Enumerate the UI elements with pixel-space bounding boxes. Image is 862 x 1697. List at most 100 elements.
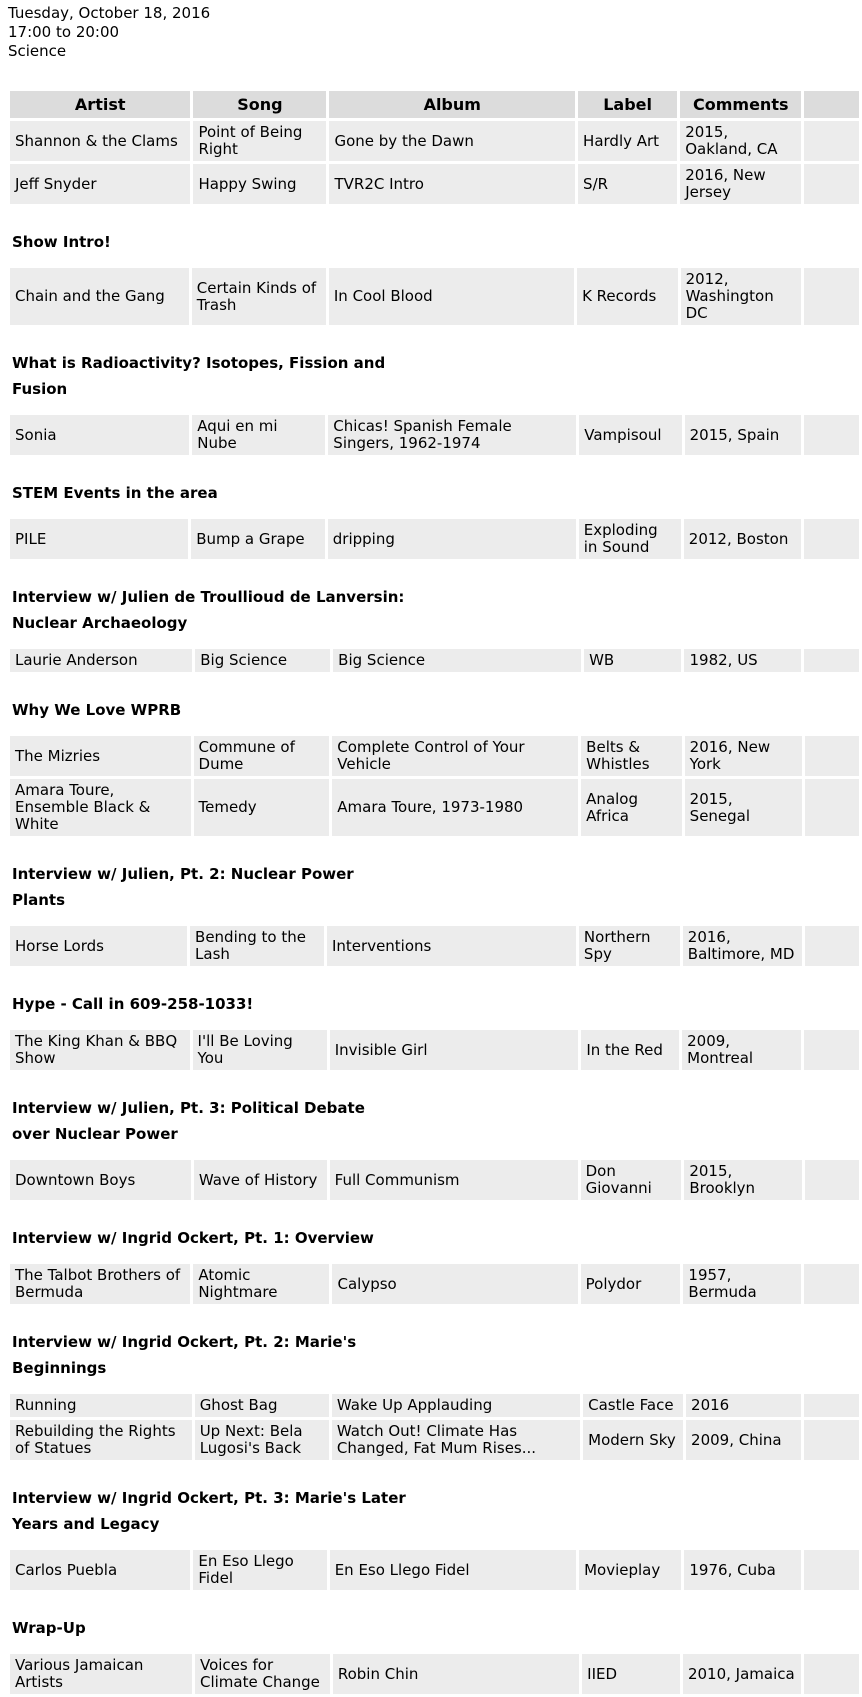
album-cell: Wake Up Applauding	[331, 1394, 581, 1417]
song-cell: En Eso Llego Fidel	[193, 1550, 327, 1590]
artist-cell: PILE	[10, 519, 189, 559]
playlist-table: Sonia Aqui en mi Nube Chicas! Spanish Fema…	[7, 412, 862, 458]
label-cell: Exploding in Sound	[578, 519, 681, 559]
table-row: The King Khan & BBQ Show I'll Be Loving Y…	[10, 1030, 859, 1070]
artist-cell: Shannon & the Clams	[10, 121, 191, 161]
playlist-table: Running Ghost Bag Wake Up Applauding Castle…	[7, 1391, 862, 1463]
table-row: Rebuilding the Rights of Statues Up Next:…	[10, 1420, 859, 1460]
clipped-cell	[804, 121, 859, 161]
label-cell: S/R	[578, 164, 678, 204]
label-cell: Modern Sky	[583, 1420, 684, 1460]
table-row: Carlos Puebla En Eso Llego Fidel En Eso Ll…	[10, 1550, 859, 1590]
label-cell: Movieplay	[579, 1550, 682, 1590]
column-header-label: Label	[578, 91, 678, 118]
section-heading: Interview w/ Julien de Troullioud de Lan…	[12, 588, 405, 632]
song-cell: Voices for Climate Change	[194, 1654, 330, 1694]
playlist-table: The King Khan & BBQ Show I'll Be Loving Y…	[7, 1027, 862, 1073]
table-row: Running Ghost Bag Wake Up Applauding Castle…	[10, 1394, 859, 1417]
table-row: The Mizries Commune of Dume Complete Contr…	[10, 736, 859, 776]
playlist-table: Carlos Puebla En Eso Llego Fidel En Eso Ll…	[7, 1547, 862, 1593]
clipped-cell	[804, 268, 859, 325]
clipped-cell	[804, 1264, 859, 1304]
artist-cell: Jeff Snyder	[10, 164, 191, 204]
album-cell: Amara Toure, 1973-1980	[332, 779, 579, 836]
clipped-cell	[803, 1030, 859, 1070]
comments-cell: 1976, Cuba	[684, 1550, 801, 1590]
playlist-table: Various Jamaican Artists Voices for Clima…	[7, 1651, 862, 1697]
artist-cell: The Mizries	[10, 736, 191, 776]
section-heading: Interview w/ Ingrid Ockert, Pt. 3: Marie…	[12, 1489, 406, 1533]
table-row: Shannon & the Clams Point of Being Right G…	[10, 121, 859, 161]
label-cell: Belts & Whistles	[581, 736, 682, 776]
album-cell: Gone by the Dawn	[329, 121, 576, 161]
show-time: 17:00 to 20:00	[8, 23, 120, 41]
clipped-cell	[804, 926, 859, 966]
album-cell: Interventions	[326, 926, 576, 966]
label-cell: Don Giovanni	[580, 1160, 682, 1200]
section-heading: Interview w/ Julien, Pt. 2: Nuclear Powe…	[12, 865, 354, 909]
artist-cell: The King Khan & BBQ Show	[10, 1030, 190, 1070]
section-heading: What is Radioactivity? Isotopes, Fission…	[12, 354, 386, 398]
album-cell: Robin Chin	[332, 1654, 580, 1694]
table-row: Jeff Snyder Happy Swing TVR2C Intro S/R 2016…	[10, 164, 859, 204]
artist-cell: Chain and the Gang	[10, 268, 189, 325]
table-row: Sonia Aqui en mi Nube Chicas! Spanish Fema…	[10, 415, 859, 455]
comments-cell: 2016	[686, 1394, 802, 1417]
clipped-cell	[804, 1160, 859, 1200]
section-heading: Why We Love WPRB	[12, 701, 182, 719]
song-cell: Bending to the Lash	[190, 926, 324, 966]
comments-cell: 2015, Senegal	[684, 779, 802, 836]
clipped-cell	[804, 779, 859, 836]
section-heading: Wrap-Up	[12, 1619, 86, 1637]
playlist-table: Artist Song Album Label Comments Shannon & th…	[7, 88, 862, 207]
artist-cell: Carlos Puebla	[10, 1550, 191, 1590]
clipped-cell	[804, 736, 859, 776]
album-cell: Chicas! Spanish Female Singers, 1962-197…	[328, 415, 577, 455]
show-category: Science	[8, 42, 67, 60]
clipped-cell	[804, 1394, 859, 1417]
artist-cell: Laurie Anderson	[10, 649, 193, 672]
clipped-cell	[803, 519, 859, 559]
song-cell: Big Science	[195, 649, 331, 672]
playlist-table: The Talbot Brothers of Bermuda Atomic Nig…	[7, 1261, 862, 1307]
section-heading: Interview w/ Ingrid Ockert, Pt. 2: Marie…	[12, 1333, 357, 1377]
playlist-table: Chain and the Gang Certain Kinds of Trash…	[7, 265, 862, 328]
column-header-album: Album	[329, 91, 576, 118]
song-cell: Temedy	[193, 779, 330, 836]
playlist-table: PILE Bump a Grape dripping Exploding in Sou…	[7, 516, 862, 562]
table-row: Downtown Boys Wave of History Full Communi…	[10, 1160, 859, 1200]
clipped-cell	[803, 649, 859, 672]
song-cell: Aqui en mi Nube	[192, 415, 326, 455]
column-header-clipped	[804, 91, 859, 118]
song-cell: Point of Being Right	[193, 121, 327, 161]
label-cell: Northern Spy	[578, 926, 680, 966]
comments-cell: 2012, Washington DC	[680, 268, 802, 325]
table-row: The Talbot Brothers of Bermuda Atomic Nig…	[10, 1264, 859, 1304]
table-row: Chain and the Gang Certain Kinds of Trash…	[10, 268, 859, 325]
song-cell: Wave of History	[193, 1160, 327, 1200]
comments-cell: 2016, New Jersey	[680, 164, 802, 204]
album-cell: dripping	[327, 519, 576, 559]
comments-cell: 1982, US	[684, 649, 801, 672]
column-header-comments: Comments	[680, 91, 802, 118]
clipped-cell	[803, 1550, 859, 1590]
comments-cell: 2015, Spain	[684, 415, 801, 455]
section-heading: STEM Events in the area	[12, 484, 218, 502]
show-meta: Tuesday, October 18, 2016 17:00 to 20:00…	[8, 4, 862, 61]
label-cell: Polydor	[580, 1264, 681, 1304]
section-heading: Interview w/ Julien, Pt. 3: Political De…	[12, 1099, 365, 1143]
album-cell: Watch Out! Climate Has Changed, Fat Mum …	[331, 1420, 581, 1460]
label-cell: Vampisoul	[579, 415, 682, 455]
clipped-cell	[804, 164, 859, 204]
comments-cell: 2010, Jamaica	[682, 1654, 801, 1694]
album-cell: Calypso	[332, 1264, 578, 1304]
song-cell: I'll Be Loving You	[192, 1030, 327, 1070]
song-cell: Ghost Bag	[194, 1394, 329, 1417]
album-cell: Invisible Girl	[329, 1030, 579, 1070]
section-heading: Show Intro!	[12, 233, 111, 251]
comments-cell: 2016, Baltimore, MD	[682, 926, 802, 966]
comments-cell: 2012, Boston	[683, 519, 801, 559]
artist-cell: Sonia	[10, 415, 190, 455]
label-cell: In the Red	[581, 1030, 680, 1070]
clipped-cell	[803, 415, 859, 455]
